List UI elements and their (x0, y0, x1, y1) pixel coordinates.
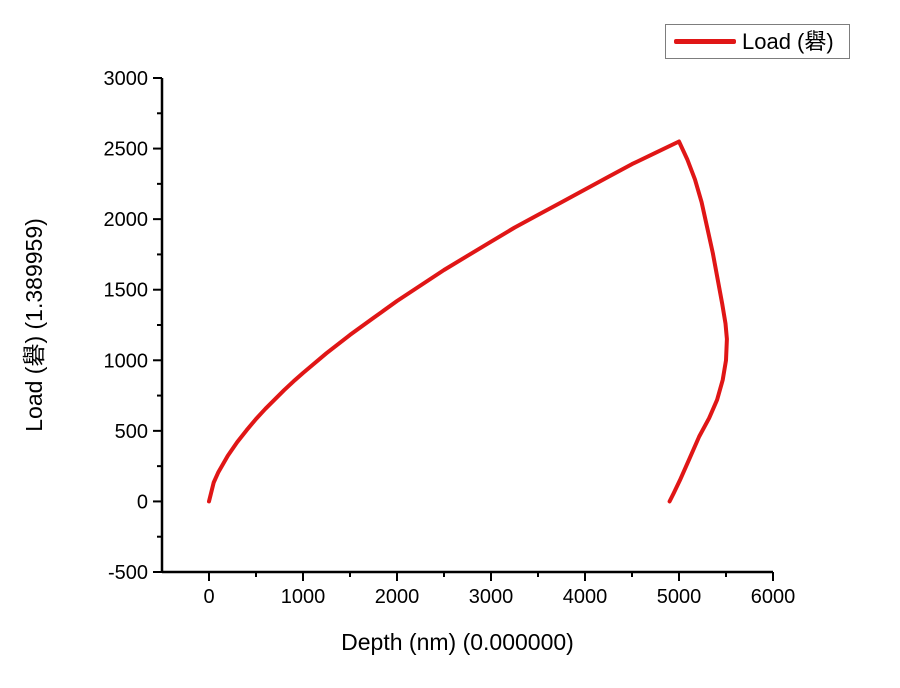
y-tick-label: 2500 (104, 139, 149, 161)
y-tick-label: -500 (108, 562, 148, 584)
y-axis-title: Load (礜) (1.389959) (21, 218, 47, 432)
legend-line-swatch (674, 39, 736, 44)
legend-label: Load (礜) (742, 28, 834, 54)
y-tick-label: 1500 (104, 280, 149, 302)
y-tick-label: 1000 (104, 350, 149, 372)
y-tick-label: 3000 (104, 68, 149, 90)
x-tick-label: 5000 (657, 586, 702, 608)
y-tick-label: 500 (115, 421, 148, 443)
x-tick-label: 6000 (751, 586, 796, 608)
y-tick-label: 2000 (104, 209, 149, 231)
x-tick-label: 4000 (563, 586, 608, 608)
x-tick-label: 0 (203, 586, 214, 608)
legend: Load (礜) (665, 24, 850, 59)
x-tick-label: 3000 (469, 586, 514, 608)
load-curve (207, 139, 729, 504)
x-tick-label: 1000 (281, 586, 326, 608)
y-tick-label: 0 (137, 491, 148, 513)
x-tick-label: 2000 (375, 586, 420, 608)
x-axis-title: Depth (nm) (0.000000) (341, 629, 574, 655)
